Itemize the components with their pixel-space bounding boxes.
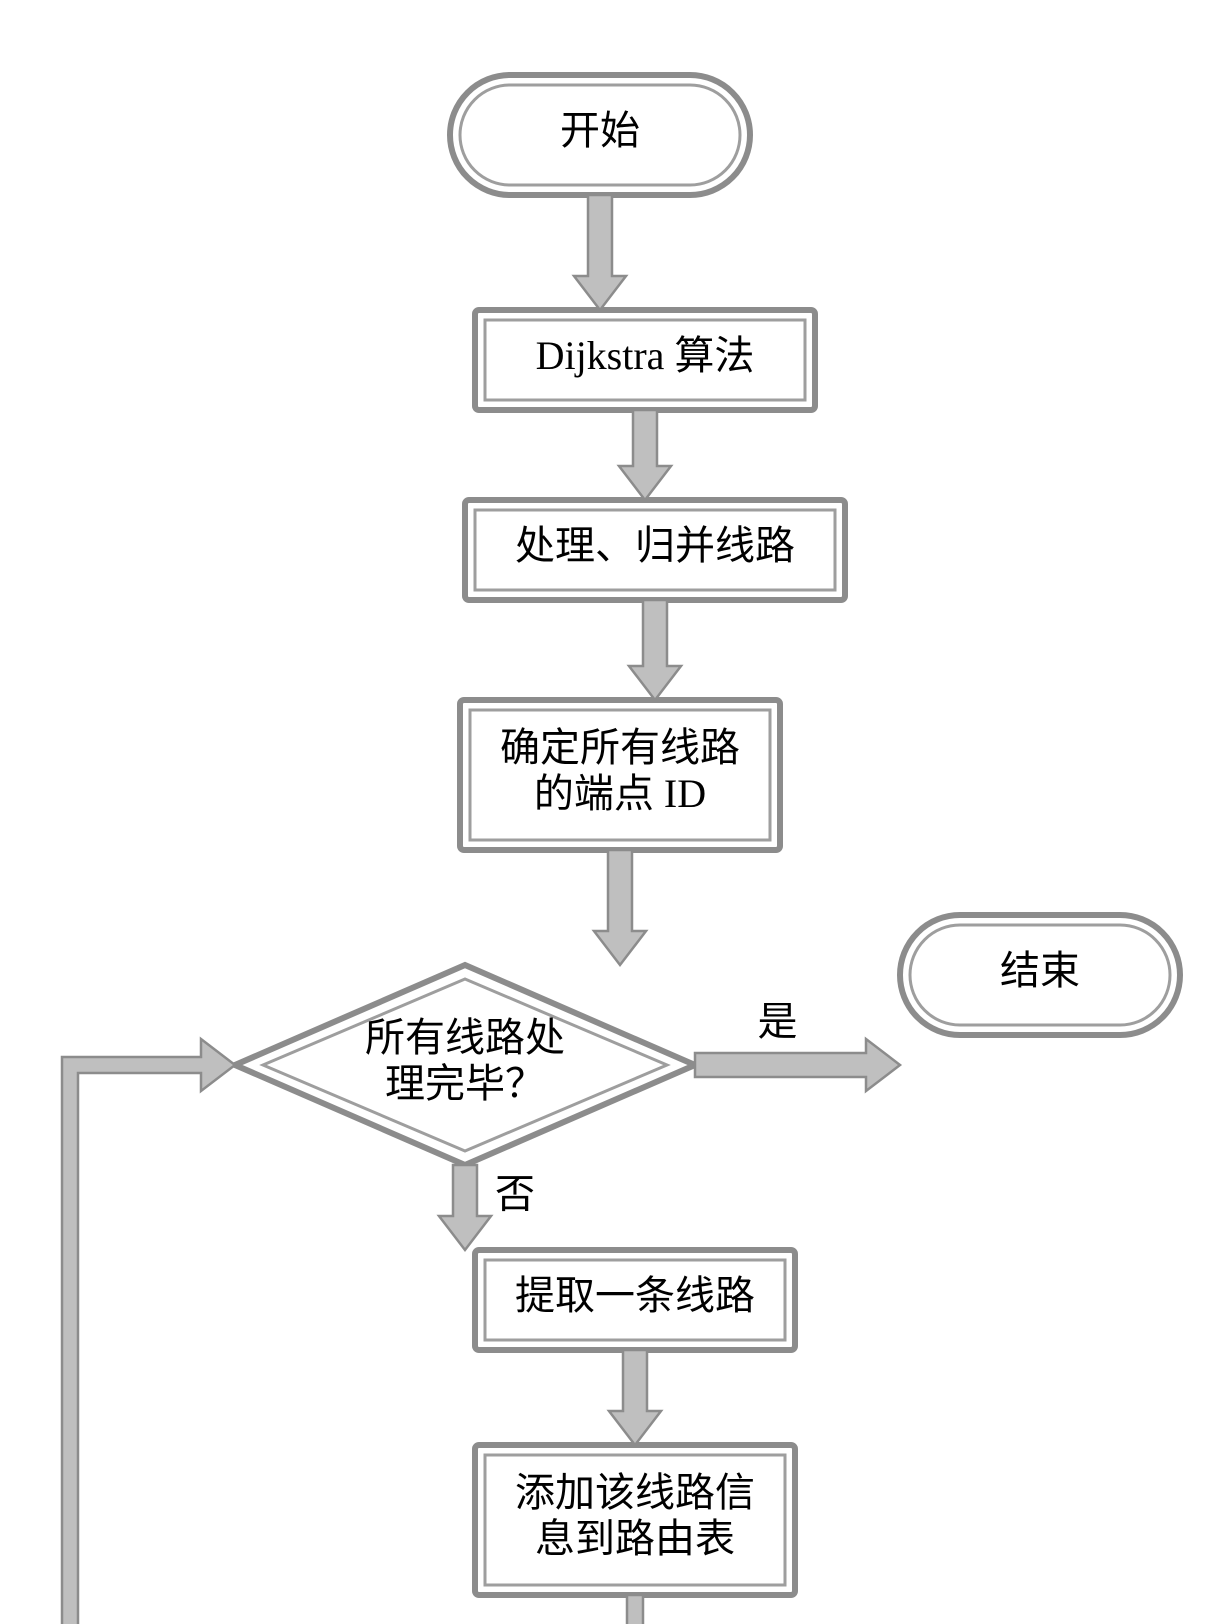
- arrow: [695, 1039, 900, 1091]
- flowchart-canvas: 开始 Dijkstra 算法处理、归并线路确定所有线路的端点 ID 所有线路处理完毕…: [0, 0, 1212, 1624]
- edge-label-e6: 否: [495, 1172, 535, 1217]
- arrow: [619, 410, 671, 500]
- node-end: 结束: [900, 915, 1180, 1035]
- arrow: [574, 195, 626, 310]
- arrow: [439, 1165, 491, 1250]
- node-add: 添加该线路信息到路由表: [475, 1445, 795, 1595]
- node-merge-text-0: 处理、归并线路: [515, 523, 795, 568]
- node-dijkstra-text-0: Dijkstra 算法: [536, 333, 755, 378]
- node-ids-text-0: 确定所有线路: [500, 725, 740, 770]
- arrow: [594, 850, 646, 965]
- node-decide-text-0: 所有线路处: [365, 1015, 565, 1060]
- node-start-text-0: 开始: [560, 108, 640, 153]
- node-start: 开始: [450, 75, 750, 195]
- node-decide: 所有线路处理完毕？: [235, 965, 695, 1165]
- arrow: [629, 600, 681, 700]
- arrow: [609, 1350, 661, 1445]
- node-end-text-0: 结束: [1000, 948, 1080, 993]
- node-add-text-1: 息到路由表: [535, 1516, 735, 1561]
- node-add-text-0: 添加该线路信: [515, 1470, 755, 1515]
- node-dijkstra: Dijkstra 算法: [475, 310, 815, 410]
- node-extract: 提取一条线路: [475, 1250, 795, 1350]
- node-extract-text-0: 提取一条线路: [515, 1273, 755, 1318]
- node-merge: 处理、归并线路: [465, 500, 845, 600]
- node-decide-text-1: 理完毕？: [385, 1061, 545, 1106]
- node-ids-text-1: 的端点 ID: [534, 771, 706, 816]
- node-ids: 确定所有线路的端点 ID: [460, 700, 780, 850]
- edge-label-e5: 是: [758, 999, 798, 1044]
